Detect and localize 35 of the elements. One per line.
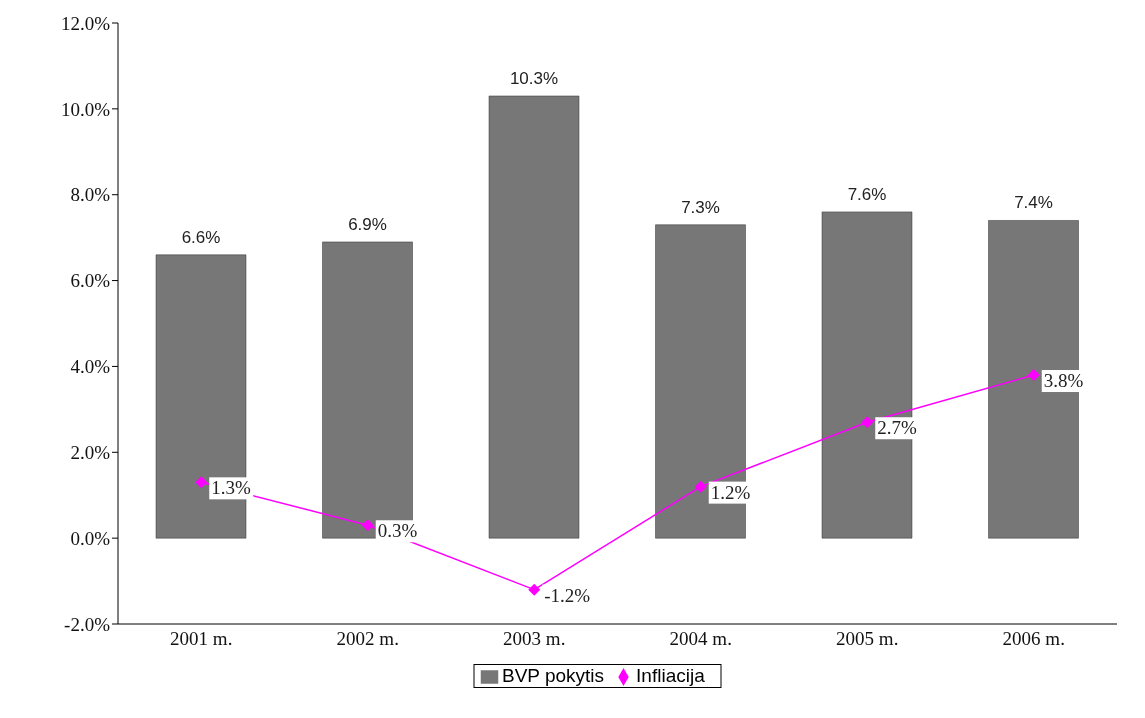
- y-tick-label: 8.0%: [70, 184, 111, 206]
- point: [361, 519, 374, 532]
- y-tick-label: 4.0%: [70, 356, 111, 378]
- x-tick-label: 2006 m.: [1002, 628, 1065, 650]
- data-label: 6.6%: [181, 227, 221, 247]
- x-tick-label: 2005 m.: [836, 628, 899, 650]
- data-label: 1.2%: [710, 481, 751, 503]
- data-label: 7.6%: [847, 184, 887, 204]
- point: [195, 476, 208, 489]
- data-label: 0.3%: [377, 520, 418, 542]
- data-label: 7.4%: [1014, 193, 1053, 213]
- bar: [488, 95, 580, 539]
- point: [1027, 369, 1040, 382]
- point: [694, 480, 707, 493]
- x-tick-label: 2002 m.: [336, 628, 399, 650]
- data-label: 6.9%: [348, 214, 387, 234]
- data-label: 10.3%: [509, 68, 559, 88]
- data-label: 1.3%: [211, 477, 251, 499]
- data-label: 3.8%: [1043, 370, 1084, 392]
- x-tick-label: 2004 m.: [669, 628, 732, 650]
- y-tick-label: 10.0%: [60, 98, 111, 120]
- point: [528, 583, 541, 596]
- y-tick-label: 0.0%: [70, 527, 111, 549]
- y-tick-label: -2.0%: [64, 613, 111, 635]
- x-tick-label: 2003 m.: [503, 628, 566, 650]
- data-label: 2.7%: [877, 417, 917, 439]
- data-label: -1.2%: [544, 584, 591, 606]
- x-tick-label: 2001 m.: [170, 628, 233, 650]
- point: [861, 416, 874, 429]
- y-tick-label: 6.0%: [70, 270, 111, 292]
- legend-label: Infliacija: [636, 665, 705, 686]
- legend-label: BVP pokytis: [502, 665, 605, 686]
- y-tick-label: 2.0%: [70, 442, 111, 464]
- data-label: 7.3%: [681, 197, 720, 217]
- y-tick-label: 12.0%: [60, 12, 111, 34]
